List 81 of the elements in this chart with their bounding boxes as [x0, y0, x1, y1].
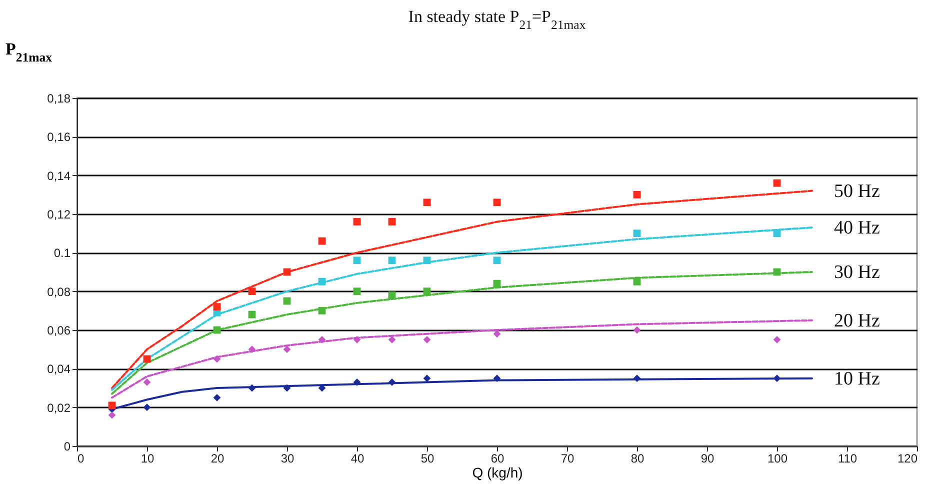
point [248, 346, 256, 354]
point [633, 326, 641, 334]
y-tick-label: 0.1 [54, 246, 71, 260]
line-series [111, 226, 813, 391]
point [423, 198, 431, 206]
point [493, 330, 501, 338]
x-tick-label: 60 [490, 452, 504, 466]
point [143, 378, 151, 386]
x-tick-label: 0 [78, 452, 84, 466]
point [388, 378, 396, 386]
x-tick-label: 80 [630, 452, 644, 466]
x-axis-title: Q (kg/h) [472, 464, 523, 480]
point [213, 394, 221, 402]
point [213, 355, 221, 363]
series-label: 40 Hz [834, 218, 880, 239]
point [248, 288, 256, 296]
point [633, 190, 641, 198]
x-tick-label: 100 [767, 452, 788, 466]
y-tick-label: 0,14 [47, 168, 71, 183]
point [493, 280, 501, 288]
point [423, 374, 431, 382]
point [108, 402, 116, 410]
point [633, 278, 641, 286]
point [423, 256, 431, 264]
series-label: 50 Hz [834, 180, 880, 202]
y-tick-label: 0,04 [47, 362, 71, 376]
y-tick-label: 0,12 [47, 208, 71, 222]
x-tick-label: 110 [838, 452, 858, 466]
x-tick-label: 20 [210, 452, 224, 466]
point [283, 346, 291, 354]
point [633, 374, 641, 382]
point [283, 384, 291, 392]
point [108, 411, 116, 419]
point [248, 384, 256, 392]
x-tick-label: 40 [350, 452, 364, 466]
point [353, 256, 361, 264]
point [353, 336, 361, 344]
point [318, 237, 326, 245]
point [353, 218, 361, 226]
point [388, 256, 396, 264]
y-axis-title: P$_{21max}$ [6, 40, 53, 64]
point [773, 336, 781, 344]
x-tick-label: 10 [140, 452, 154, 466]
point [493, 198, 501, 206]
x-tick-label: 50 [420, 452, 434, 466]
x-tick-label: 30 [280, 452, 294, 466]
point [353, 378, 361, 386]
point [493, 256, 501, 264]
x-tick-label: 120 [897, 452, 918, 466]
chart-title: In steady state P$_{21}$=P$_{21max}$ [408, 7, 586, 32]
point [773, 179, 781, 187]
point [318, 384, 326, 392]
point [318, 278, 326, 286]
point [388, 336, 396, 344]
point [493, 374, 501, 382]
point [773, 374, 781, 382]
line-series [111, 319, 813, 399]
y-tick-label: 0,08 [47, 284, 71, 299]
series-label: 30 Hz [834, 262, 880, 283]
point [143, 404, 151, 412]
y-tick-label: 0,18 [47, 92, 71, 106]
y-tick-label: 0,16 [47, 130, 71, 144]
point [388, 218, 396, 226]
point [423, 288, 431, 296]
point [213, 303, 221, 311]
point [633, 230, 641, 238]
point [773, 230, 781, 238]
point [318, 306, 326, 314]
x-tick-label: 70 [560, 452, 574, 466]
series-label: 20 Hz [834, 310, 880, 332]
point [388, 291, 396, 299]
y-tick-label: 0,06 [47, 324, 71, 338]
series-label: 10 Hz [834, 368, 880, 390]
x-tick-label: 90 [700, 452, 714, 466]
y-tick-label: 0 [64, 440, 71, 454]
line-series [111, 190, 813, 389]
point [423, 336, 431, 344]
y-tick-label: 0,02 [47, 400, 71, 415]
point [318, 336, 326, 344]
point [353, 288, 361, 296]
line-series [111, 271, 813, 395]
